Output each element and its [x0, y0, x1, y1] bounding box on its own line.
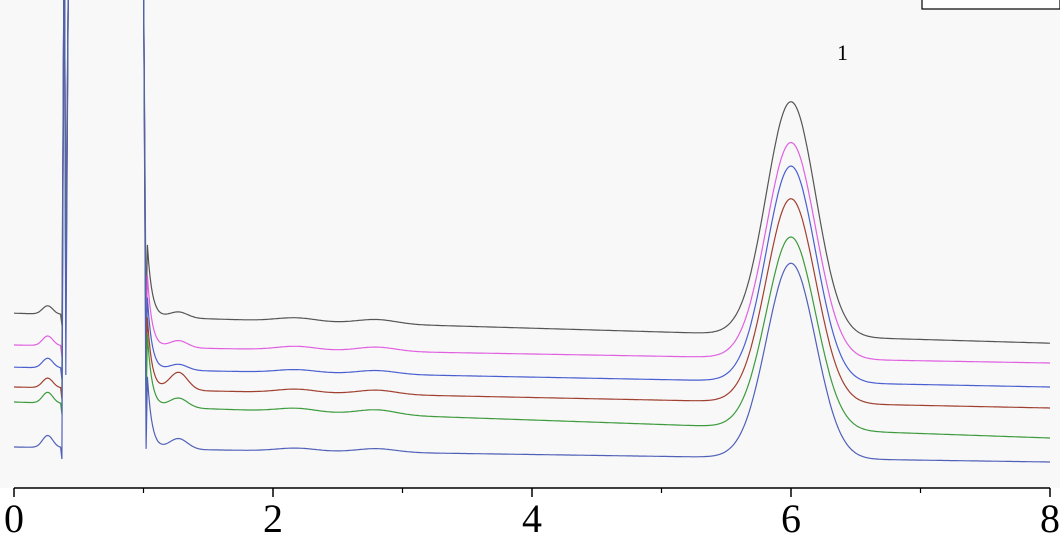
- trace-line-1: [14, 0, 1050, 344]
- x-tick-label-6: 6: [781, 496, 801, 536]
- trace-line-6: [14, 0, 1050, 463]
- peak-label-1: 1: [837, 40, 848, 65]
- corner-box: [921, 0, 1060, 10]
- x-tick-label-8: 8: [1040, 496, 1060, 536]
- x-tick-label-2: 2: [263, 496, 283, 536]
- trace-line-3: [14, 0, 1050, 388]
- trace-line-4: [14, 0, 1050, 409]
- trace-group: [14, 0, 1050, 463]
- x-tick-label-0: 0: [4, 496, 24, 536]
- trace-line-5: [14, 0, 1050, 439]
- plot-background: [0, 0, 1060, 488]
- trace-line-2: [14, 0, 1050, 364]
- x-axis-ticks: 0 2 4 6 8: [4, 488, 1060, 536]
- x-tick-label-4: 4: [522, 496, 542, 536]
